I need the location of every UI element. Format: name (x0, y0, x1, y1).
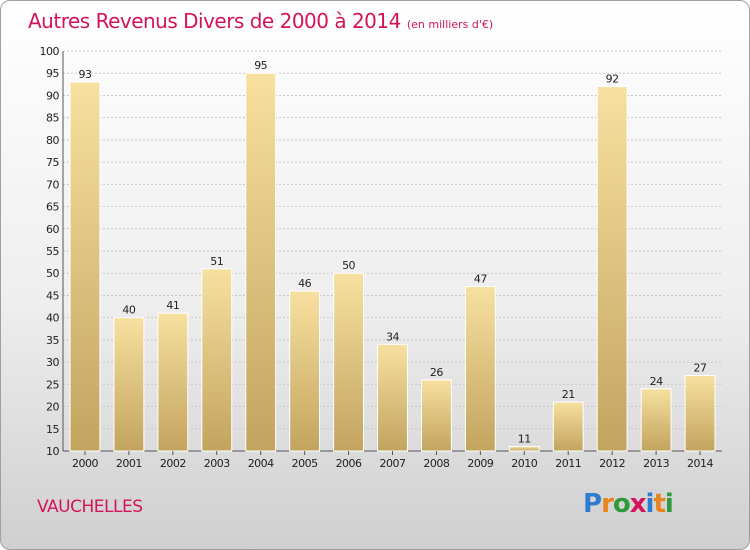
y-tick-label: 35 (46, 334, 59, 347)
logo-letter: o (612, 489, 631, 519)
y-tick-label: 25 (46, 378, 59, 391)
bar-value-label: 95 (254, 59, 267, 72)
x-tick-label: 2003 (204, 457, 230, 470)
bar (596, 86, 628, 452)
chart-title-unit: (en milliers d'€) (406, 18, 494, 31)
bar-value-label: 21 (562, 388, 575, 401)
x-tick-label: 2002 (160, 457, 186, 470)
y-tick-label: 60 (46, 223, 59, 236)
chart-title-text: Autres Revenus Divers de 2000 à 2014 (28, 9, 401, 33)
bar (464, 286, 496, 452)
logo-letter: x (629, 489, 647, 519)
x-tick-label: 2012 (599, 457, 625, 470)
x-tick-label: 2008 (423, 457, 449, 470)
bar (245, 72, 277, 452)
y-tick-label: 20 (46, 401, 59, 414)
logo-letter: i (645, 489, 655, 519)
x-tick-label: 2010 (511, 457, 537, 470)
y-tick-label: 30 (46, 356, 59, 369)
bar (420, 379, 452, 452)
commune-name: VAUCHELLES (37, 497, 143, 517)
bar-value-label: 93 (78, 68, 91, 81)
bar (113, 317, 145, 452)
bar-value-label: 34 (386, 330, 399, 343)
y-tick-label: 90 (46, 89, 59, 102)
logo-letter: r (601, 489, 614, 519)
bar (552, 401, 584, 452)
bar-value-label: 26 (430, 366, 443, 379)
logo-letter: P (583, 489, 602, 519)
y-tick-label: 15 (46, 423, 59, 436)
y-tick-label: 45 (46, 289, 59, 302)
bar (157, 312, 189, 452)
y-tick-label: 80 (46, 134, 59, 147)
y-tick-label: 55 (46, 245, 59, 258)
bar-value-label: 41 (166, 299, 179, 312)
x-tick-label: 2011 (555, 457, 581, 470)
bar (289, 290, 321, 452)
bar-value-label: 46 (298, 277, 311, 290)
y-tick-label: 100 (40, 45, 60, 58)
bar-value-label: 27 (694, 361, 707, 374)
x-tick-label: 2014 (687, 457, 713, 470)
bar-value-label: 47 (474, 273, 487, 286)
chart-title: Autres Revenus Divers de 2000 à 2014 (en … (28, 9, 493, 33)
bar-value-label: 11 (518, 433, 531, 446)
logo-letter: t (653, 489, 665, 519)
y-tick-label: 95 (46, 67, 59, 80)
y-tick-label: 10 (46, 445, 59, 458)
bar (377, 343, 408, 452)
y-tick-label: 50 (46, 267, 59, 280)
y-tick-label: 70 (46, 178, 59, 191)
x-tick-label: 2007 (380, 457, 406, 470)
y-tick-label: 85 (46, 112, 59, 125)
bar (201, 268, 233, 452)
x-tick-label: 2004 (248, 457, 274, 470)
y-tick-label: 40 (46, 312, 59, 325)
proxiti-logo: Proxiti (583, 489, 693, 525)
y-tick-label: 75 (46, 156, 59, 169)
bar-value-label: 92 (606, 73, 619, 86)
x-tick-label: 2005 (292, 457, 318, 470)
bar-value-label: 40 (122, 304, 135, 317)
bar (640, 388, 672, 452)
bar-value-label: 50 (342, 259, 355, 272)
x-tick-label: 2001 (116, 457, 142, 470)
x-tick-label: 2006 (336, 457, 362, 470)
y-tick-label: 65 (46, 201, 59, 214)
bar (333, 272, 365, 452)
bar (69, 81, 101, 452)
bar-value-label: 51 (210, 255, 223, 268)
bar (508, 446, 540, 452)
x-tick-label: 2000 (72, 457, 98, 470)
bar (684, 374, 716, 452)
x-tick-label: 2009 (467, 457, 493, 470)
logo-letter: i (664, 489, 674, 519)
bar-value-label: 24 (650, 375, 663, 388)
x-tick-label: 2013 (643, 457, 669, 470)
